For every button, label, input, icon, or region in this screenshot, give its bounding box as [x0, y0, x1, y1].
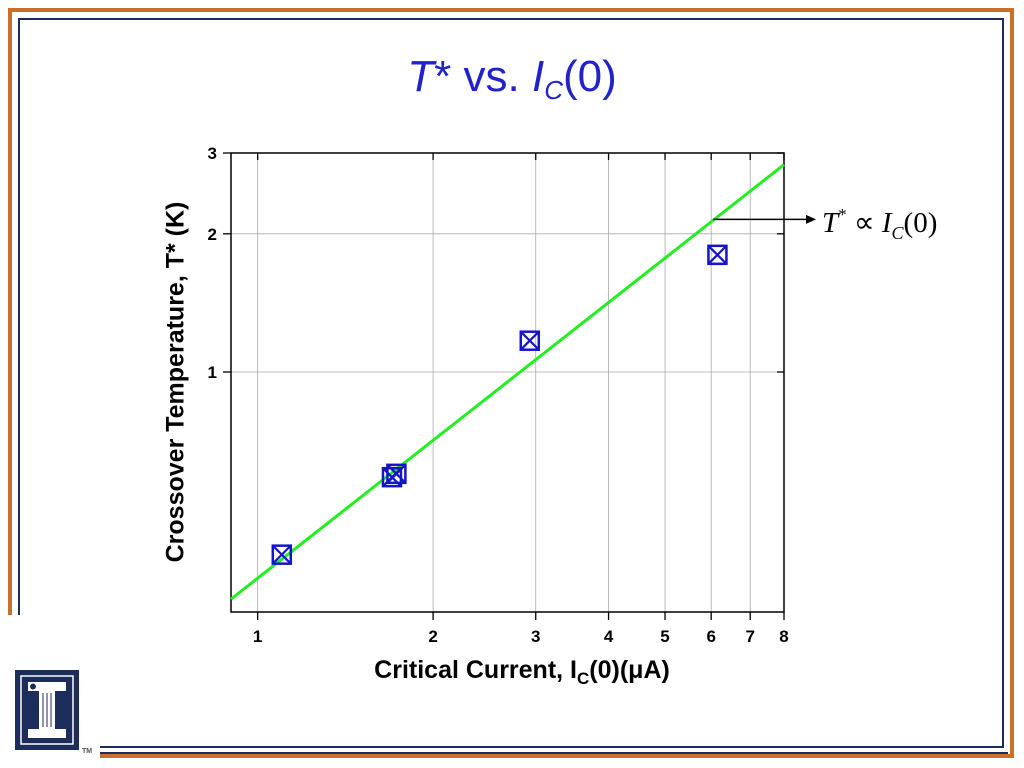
x-tick-label-5: 5 [660, 627, 669, 646]
annotation-arrow-head [806, 214, 816, 224]
slide-frame-inner [18, 18, 1004, 748]
x-tick-label-3: 3 [531, 627, 540, 646]
plot-frame [230, 152, 785, 613]
annot-t: T [822, 207, 839, 239]
x-axis-label: Critical Current, IC(0)(μA) [374, 656, 670, 689]
annot-sup: * [838, 205, 847, 224]
data-point-1 [271, 544, 293, 565]
y-tick-label-3: 3 [208, 144, 217, 163]
title-vs: vs. [451, 52, 532, 101]
x-tick-label-6: 6 [706, 627, 715, 646]
fit-line [230, 163, 785, 601]
trademark-text: TM [82, 748, 93, 755]
x-tick-label-8: 8 [779, 627, 788, 646]
title-rest: (0) [562, 52, 617, 101]
annot-prop: ∝ [846, 207, 882, 239]
x-tick-label-7: 7 [745, 627, 754, 646]
y-tick-label-2: 2 [208, 225, 217, 244]
illinois-block-i-icon [15, 670, 79, 750]
data-point-4 [519, 330, 541, 351]
bottom-rule [100, 752, 1008, 754]
title-i: I [531, 52, 545, 101]
annot-i: I [881, 207, 892, 239]
x-axis-label-main: Critical Current, I [374, 656, 577, 684]
x-axis-label-sub: C [576, 669, 590, 688]
y-axis-label: Crossover Temperature, T* (K) [161, 201, 190, 563]
annot-arg: (0) [903, 207, 938, 239]
slide-title: T* vs. IC(0) [0, 52, 1024, 106]
slide-frame-outer [8, 8, 1014, 758]
title-sub: C [544, 75, 563, 105]
title-star: * [434, 52, 452, 101]
data-point-3 [386, 463, 407, 485]
proportionality-annotation: T* ∝ IC(0) [822, 205, 937, 244]
x-tick-label-2: 2 [428, 627, 437, 646]
x-tick-label-1: 1 [253, 627, 262, 646]
title-t: T [407, 52, 435, 101]
x-tick-label-4: 4 [604, 627, 614, 646]
x-axis-label-rest: (0)(μA) [589, 656, 670, 684]
data-point-5 [707, 244, 728, 266]
y-tick-label-1: 1 [208, 363, 217, 382]
annot-sub: C [891, 223, 904, 243]
